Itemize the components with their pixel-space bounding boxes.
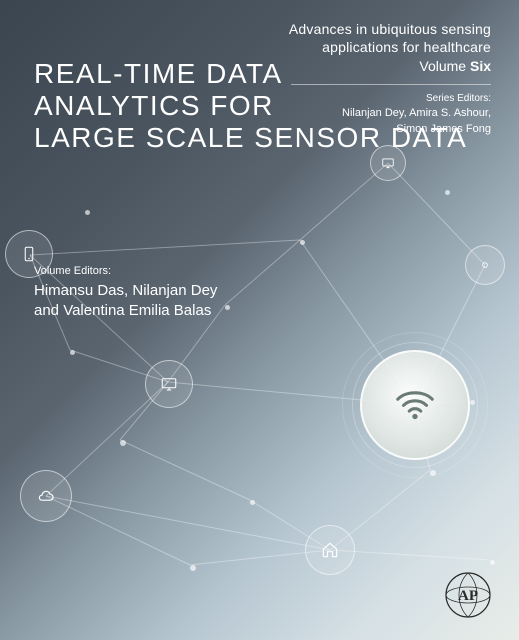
publisher-logo: AP bbox=[445, 572, 491, 618]
wifi-node-icon bbox=[360, 350, 470, 460]
network-dot bbox=[430, 470, 436, 476]
cloud-node-icon bbox=[20, 470, 72, 522]
book-title: REAL-TIME DATA ANALYTICS FOR LARGE SCALE… bbox=[34, 58, 467, 155]
volume-editors: Volume Editors: Himansu Das, Nilanjan De… bbox=[34, 265, 217, 322]
series-title-line1: Advances in ubiquitous sensing bbox=[289, 20, 491, 38]
volume-editors-label: Volume Editors: bbox=[34, 265, 217, 277]
network-dot bbox=[300, 240, 305, 245]
book-cover: Advances in ubiquitous sensing applicati… bbox=[0, 0, 519, 640]
network-dot bbox=[470, 400, 475, 405]
network-dot bbox=[190, 565, 196, 571]
network-dot bbox=[225, 305, 230, 310]
network-dot bbox=[250, 500, 255, 505]
volume-editors-line2: and Valentina Emilia Balas bbox=[34, 301, 217, 321]
monitor-node-icon bbox=[145, 360, 193, 408]
series-title-line2: applications for healthcare bbox=[289, 38, 491, 56]
publisher-initials: AP bbox=[458, 588, 478, 604]
network-dot bbox=[445, 190, 450, 195]
network-dot bbox=[120, 440, 126, 446]
title-line2: ANALYTICS FOR bbox=[34, 90, 467, 122]
generic1-node-icon bbox=[465, 245, 505, 285]
ap-logo-icon: AP bbox=[445, 572, 491, 618]
network-dot bbox=[70, 350, 75, 355]
network-dot bbox=[490, 560, 495, 565]
house-node-icon bbox=[305, 525, 355, 575]
title-line3: LARGE SCALE SENSOR DATA bbox=[34, 122, 467, 154]
network-dot bbox=[85, 210, 90, 215]
volume-number: Six bbox=[470, 58, 491, 74]
volume-editors-line1: Himansu Das, Nilanjan Dey bbox=[34, 281, 217, 301]
title-line1: REAL-TIME DATA bbox=[34, 58, 467, 90]
